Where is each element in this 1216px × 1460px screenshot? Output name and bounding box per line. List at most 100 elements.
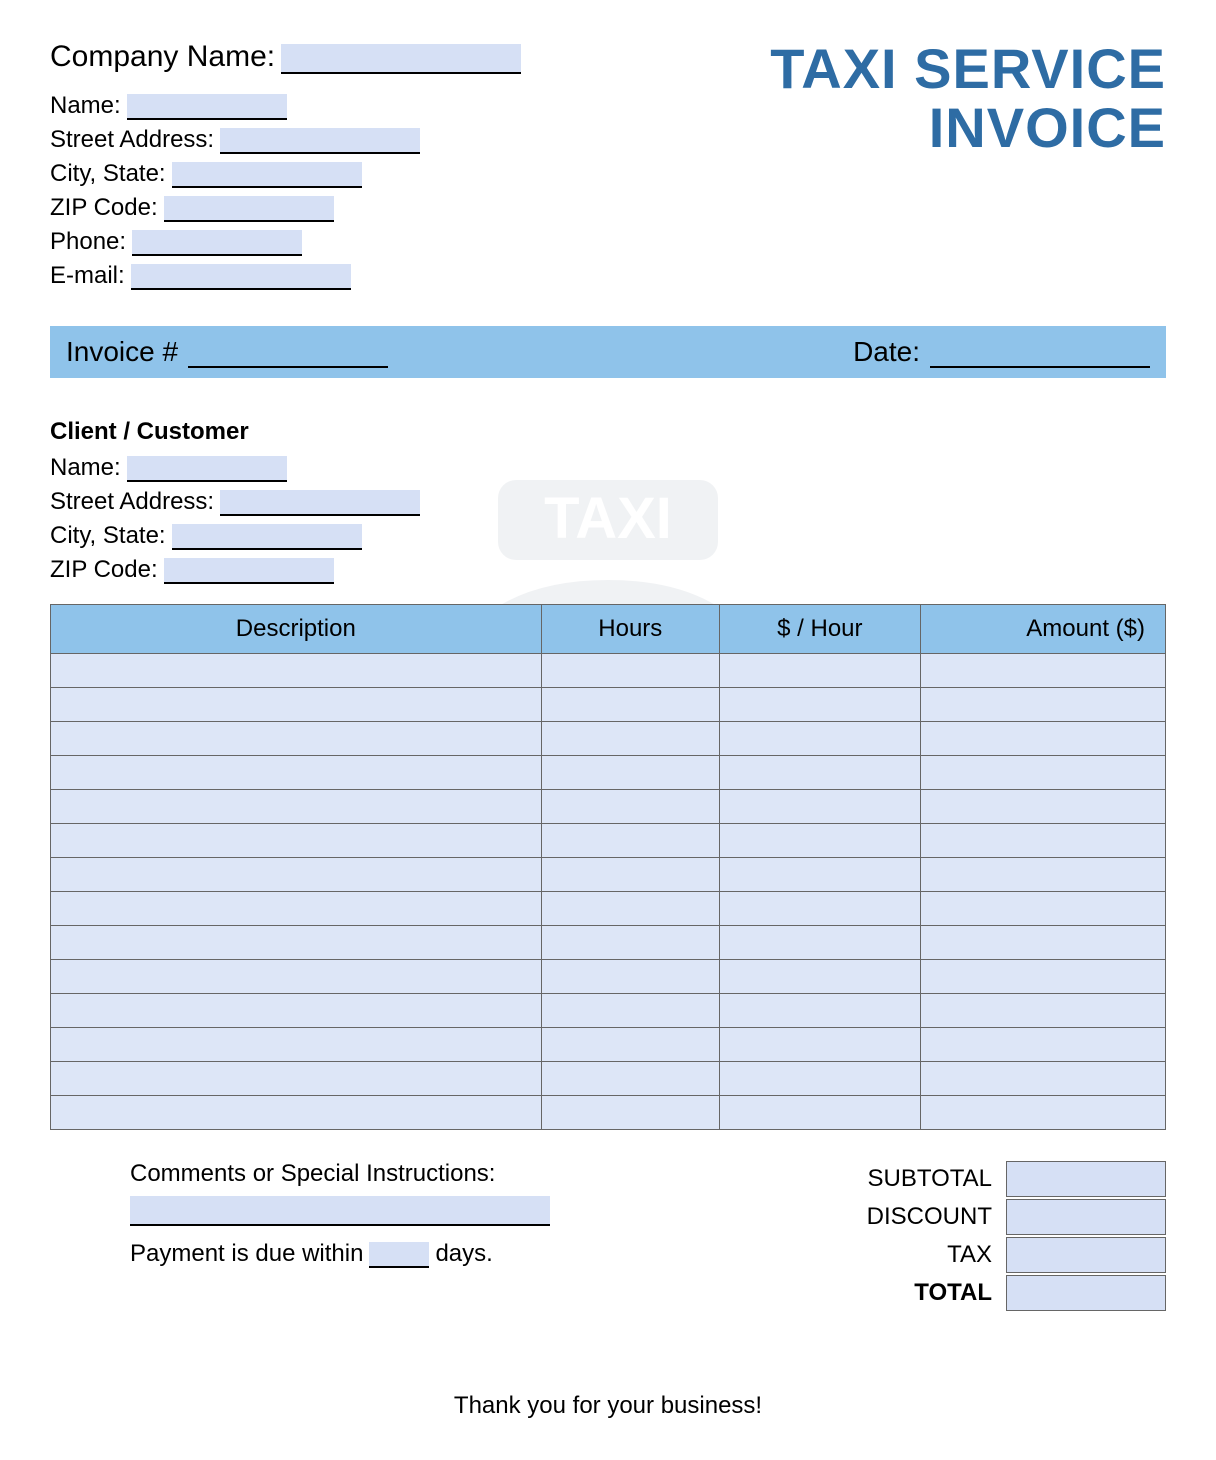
totals-value[interactable] bbox=[1006, 1161, 1166, 1197]
client-field-input[interactable] bbox=[172, 524, 362, 550]
footer-thanks: Thank you for your business! bbox=[50, 1392, 1166, 1420]
client-field-input[interactable] bbox=[220, 490, 420, 516]
totals-value[interactable] bbox=[1006, 1199, 1166, 1235]
payment-suffix: days. bbox=[435, 1240, 492, 1268]
table-cell[interactable] bbox=[920, 654, 1165, 688]
table-cell[interactable] bbox=[541, 1062, 719, 1096]
company-field-input[interactable] bbox=[127, 94, 287, 120]
table-cell[interactable] bbox=[51, 1096, 542, 1130]
company-block: Company Name: Name:Street Address:City, … bbox=[50, 40, 521, 296]
table-cell[interactable] bbox=[920, 994, 1165, 1028]
invoice-number-input[interactable] bbox=[188, 338, 388, 368]
table-cell[interactable] bbox=[541, 1096, 719, 1130]
table-cell[interactable] bbox=[920, 892, 1165, 926]
table-cell[interactable] bbox=[719, 688, 920, 722]
table-cell[interactable] bbox=[541, 722, 719, 756]
table-cell[interactable] bbox=[541, 1028, 719, 1062]
table-cell[interactable] bbox=[541, 756, 719, 790]
col-amount: Amount ($) bbox=[920, 605, 1165, 654]
table-cell[interactable] bbox=[51, 926, 542, 960]
client-block: Client / Customer Name:Street Address:Ci… bbox=[50, 418, 1166, 584]
table-cell[interactable] bbox=[51, 994, 542, 1028]
company-field-label: ZIP Code: bbox=[50, 194, 164, 222]
table-cell[interactable] bbox=[719, 756, 920, 790]
table-cell[interactable] bbox=[920, 1028, 1165, 1062]
table-cell[interactable] bbox=[920, 722, 1165, 756]
document-title: TAXI SERVICE INVOICE bbox=[770, 40, 1166, 158]
table-row bbox=[51, 654, 1166, 688]
table-cell[interactable] bbox=[51, 824, 542, 858]
client-field-input[interactable] bbox=[164, 558, 334, 584]
line-items-table: Description Hours $ / Hour Amount ($) bbox=[50, 604, 1166, 1130]
table-cell[interactable] bbox=[719, 1096, 920, 1130]
client-field-input[interactable] bbox=[127, 456, 287, 482]
table-cell[interactable] bbox=[541, 994, 719, 1028]
table-cell[interactable] bbox=[920, 688, 1165, 722]
table-cell[interactable] bbox=[51, 756, 542, 790]
table-cell[interactable] bbox=[51, 892, 542, 926]
company-field-row: ZIP Code: bbox=[50, 194, 521, 222]
table-cell[interactable] bbox=[719, 1062, 920, 1096]
col-rate: $ / Hour bbox=[719, 605, 920, 654]
table-cell[interactable] bbox=[719, 994, 920, 1028]
company-field-row: Name: bbox=[50, 92, 521, 120]
company-field-input[interactable] bbox=[164, 196, 334, 222]
totals-row: TOTAL bbox=[786, 1274, 1166, 1312]
table-row bbox=[51, 1028, 1166, 1062]
payment-days-input[interactable] bbox=[369, 1242, 429, 1268]
totals-value[interactable] bbox=[1006, 1237, 1166, 1273]
table-cell[interactable] bbox=[920, 960, 1165, 994]
table-cell[interactable] bbox=[719, 892, 920, 926]
table-cell[interactable] bbox=[541, 654, 719, 688]
table-cell[interactable] bbox=[719, 858, 920, 892]
table-row bbox=[51, 1096, 1166, 1130]
table-cell[interactable] bbox=[719, 960, 920, 994]
company-name-input[interactable] bbox=[281, 44, 521, 74]
table-cell[interactable] bbox=[51, 688, 542, 722]
totals-block: SUBTOTALDISCOUNTTAXTOTAL bbox=[786, 1160, 1166, 1312]
company-field-input[interactable] bbox=[131, 264, 351, 290]
company-field-input[interactable] bbox=[172, 162, 362, 188]
table-cell[interactable] bbox=[719, 824, 920, 858]
table-row bbox=[51, 790, 1166, 824]
totals-value[interactable] bbox=[1006, 1275, 1166, 1311]
table-cell[interactable] bbox=[541, 960, 719, 994]
table-cell[interactable] bbox=[51, 858, 542, 892]
table-cell[interactable] bbox=[51, 722, 542, 756]
table-cell[interactable] bbox=[719, 654, 920, 688]
table-row bbox=[51, 858, 1166, 892]
table-cell[interactable] bbox=[920, 1062, 1165, 1096]
table-cell[interactable] bbox=[541, 892, 719, 926]
table-cell[interactable] bbox=[541, 790, 719, 824]
table-cell[interactable] bbox=[719, 926, 920, 960]
company-field-input[interactable] bbox=[220, 128, 420, 154]
comments-input[interactable] bbox=[130, 1196, 550, 1226]
table-cell[interactable] bbox=[51, 1028, 542, 1062]
totals-row: DISCOUNT bbox=[786, 1198, 1166, 1236]
table-cell[interactable] bbox=[719, 1028, 920, 1062]
client-field-row: City, State: bbox=[50, 522, 1166, 550]
table-cell[interactable] bbox=[920, 1096, 1165, 1130]
table-cell[interactable] bbox=[920, 858, 1165, 892]
invoice-date-input[interactable] bbox=[930, 338, 1150, 368]
table-cell[interactable] bbox=[920, 756, 1165, 790]
table-cell[interactable] bbox=[541, 824, 719, 858]
table-cell[interactable] bbox=[51, 960, 542, 994]
table-cell[interactable] bbox=[920, 926, 1165, 960]
company-field-input[interactable] bbox=[132, 230, 302, 256]
table-cell[interactable] bbox=[920, 790, 1165, 824]
table-cell[interactable] bbox=[719, 722, 920, 756]
table-cell[interactable] bbox=[51, 654, 542, 688]
table-cell[interactable] bbox=[541, 688, 719, 722]
table-cell[interactable] bbox=[541, 926, 719, 960]
table-cell[interactable] bbox=[920, 824, 1165, 858]
table-cell[interactable] bbox=[51, 790, 542, 824]
company-name-label: Company Name: bbox=[50, 40, 281, 74]
totals-label: TOTAL bbox=[786, 1279, 1006, 1307]
table-cell[interactable] bbox=[719, 790, 920, 824]
table-cell[interactable] bbox=[51, 1062, 542, 1096]
table-cell[interactable] bbox=[541, 858, 719, 892]
client-field-label: Street Address: bbox=[50, 488, 220, 516]
client-field-label: City, State: bbox=[50, 522, 172, 550]
company-field-row: Phone: bbox=[50, 228, 521, 256]
